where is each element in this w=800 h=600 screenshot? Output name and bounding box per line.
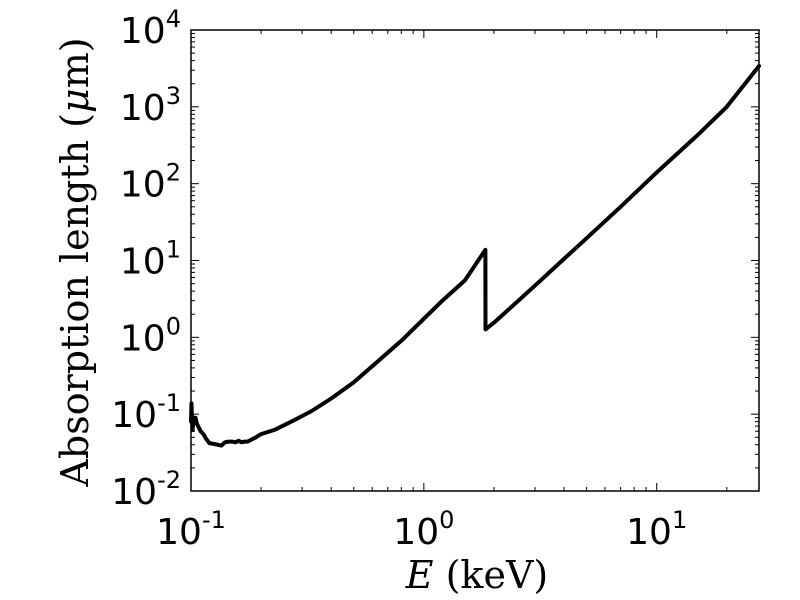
y-tick-label: 101 [120,236,181,283]
y-tick-label-base: 10 [120,11,166,52]
y-axis-title: Absorption length (μm) [53,37,97,487]
x-tick-label-exponent: -1 [202,506,226,534]
y-tick-label-exponent: -1 [157,389,181,417]
y-tick-label-base: 10 [120,318,166,359]
y-axis-mu-symbol: μ [53,88,97,113]
plot-area [189,64,761,448]
y-tick-label-exponent: 3 [166,82,181,110]
x-tick-label-base: 10 [626,512,672,553]
x-tick-label-exponent: 0 [439,506,454,534]
x-tick-label: 100 [393,506,454,553]
y-tick-label: 10-2 [111,466,181,513]
y-tick-label-base: 10 [120,242,166,283]
y-tick-label-exponent: 4 [166,5,181,33]
y-tick-label-base: 10 [111,472,157,513]
y-tick-label-exponent: 2 [166,159,181,187]
y-tick-label: 100 [120,312,181,359]
y-tick-label: 104 [120,5,181,52]
x-axis-title: E (keV) [405,553,548,597]
y-tick-label-base: 10 [120,88,166,129]
y-tick-label-base: 10 [120,165,166,206]
x-tick-label-base: 10 [156,512,202,553]
y-tick-label-exponent: -2 [157,466,181,494]
y-tick-label: 103 [120,82,181,129]
plot-frame [190,29,760,492]
y-tick-label: 10-1 [111,389,181,436]
x-axis-variable: E [405,553,434,597]
y-tick-label-exponent: 1 [166,236,181,264]
y-axis-title-text: Absorption length ( [53,113,97,488]
x-tick-label-exponent: 1 [672,506,687,534]
x-tick-label: 10-1 [156,506,226,553]
y-tick-label-base: 10 [111,395,157,436]
x-tick-label-base: 10 [393,512,439,553]
series-line-0 [189,64,761,448]
y-axis-title-rest: m) [53,37,97,88]
x-tick-label: 101 [626,506,687,553]
x-axis-unit: (keV) [434,553,549,597]
y-tick-label: 102 [120,159,181,206]
y-tick-label-exponent: 0 [166,312,181,340]
